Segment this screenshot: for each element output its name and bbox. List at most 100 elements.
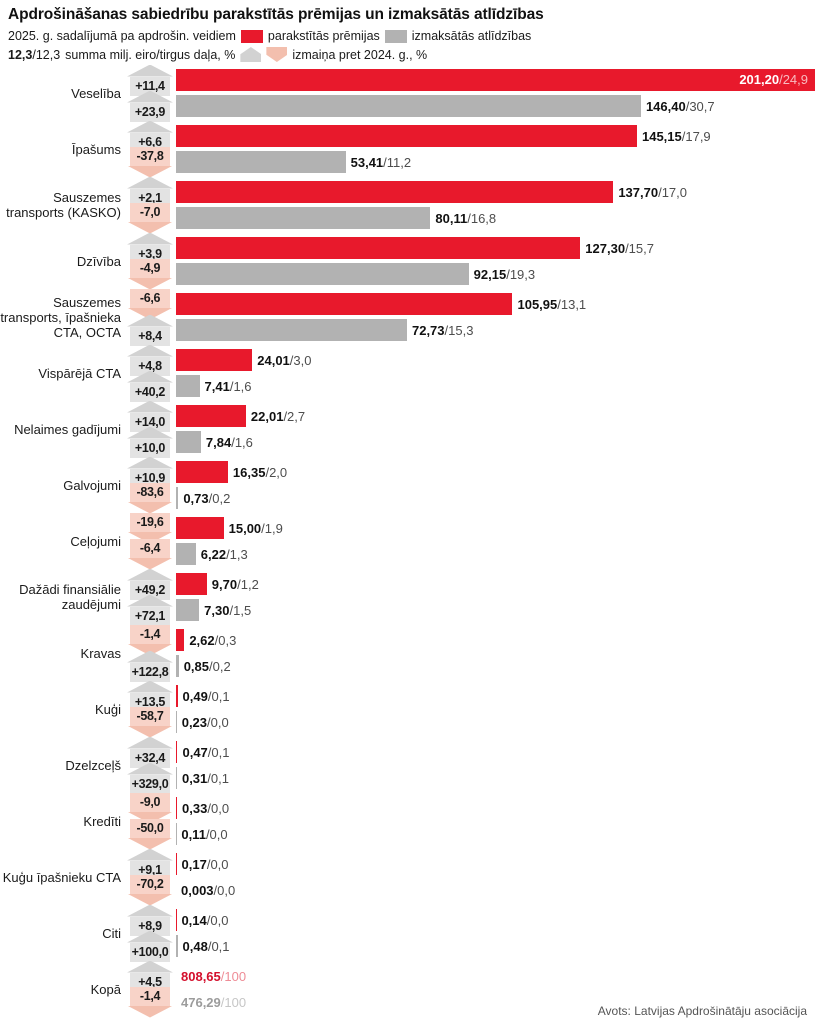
group-rows: +49,2 9,70/1,2 +72,1 7,30/1,5: [127, 568, 815, 626]
bar-amount: 0,17: [181, 856, 207, 872]
chart-group: Sauszemes transports (KASKO) +2,1 137,70/1…: [0, 176, 815, 234]
bar-amount: 92,15: [473, 266, 507, 282]
bar-amount: 0,23: [181, 714, 208, 730]
chart-group: Citi +8,9 0,14/0,0 +100,0 0,48/0,1: [0, 904, 815, 962]
change-badge-up-icon: +329,0: [127, 762, 173, 794]
bar-value-label: 476,29/100: [181, 995, 246, 1010]
change-value: +14,0: [130, 412, 170, 432]
premiums-bar: [176, 461, 228, 483]
bar-value-label: 0,14/0,0: [181, 913, 228, 928]
bar-value-label: 0,49/0,1: [183, 689, 230, 704]
claims-row: -58,7 0,23/0,0: [127, 706, 815, 738]
bar-share: /0,0: [213, 882, 236, 898]
bar-share: /19,3: [506, 266, 536, 282]
change-value: -19,6: [130, 512, 170, 532]
bar-amount: 2,62: [189, 632, 215, 648]
premiums-bar: [176, 629, 185, 651]
chart-group: Veselība +11,4 201,20/24,9 +23,9 146,40/30,7: [0, 64, 815, 122]
premiums-row: +4,5 808,65/100: [127, 960, 815, 992]
claims-bar: [176, 655, 179, 677]
group-rows: +6,6 145,15/17,9 -37,8 53,41/11,2: [127, 120, 815, 178]
source-note: Avots: Latvijas Apdrošinātāju asociācija: [597, 1004, 807, 1018]
bar-share: /16,8: [467, 210, 497, 226]
group-rows: +10,9 16,35/2,0 -83,6 0,73/0,2: [127, 456, 815, 514]
bar-area: 127,30/15,7: [176, 237, 815, 259]
bar-area: 137,70/17,0: [176, 181, 815, 203]
change-badge-down-icon: -1,4: [127, 986, 173, 1018]
premiums-row: +10,9 16,35/2,0: [127, 456, 815, 488]
bar-value-label: 7,41/1,6: [205, 379, 252, 394]
change-value: +8,4: [130, 326, 170, 346]
change-badge-down-icon: -7,0: [127, 202, 173, 234]
legend-claims-label: izmaksātās atlīdzības: [411, 29, 532, 43]
bar-value-label: 0,47/0,1: [182, 745, 229, 760]
change-value: -1,4: [130, 624, 170, 644]
key-example: 12,3/12,3: [8, 48, 60, 62]
change-badge-up-icon: +8,4: [127, 314, 173, 346]
bar-area: 0,003/0,0: [176, 879, 815, 901]
bar-area: 0,17/0,0: [176, 853, 815, 875]
claims-row: -50,0 0,11/0,0: [127, 818, 815, 850]
bar-value-label: 146,40/30,7: [646, 99, 715, 114]
chart-group: Kopā +4,5 808,65/100 -1,4 476,29/100: [0, 960, 815, 1018]
legend-premiums-label: parakstītās prēmijas: [267, 29, 380, 43]
claims-row: +8,4 72,73/15,3: [127, 314, 815, 346]
change-key-label: izmaiņa pret 2024. g., %: [292, 47, 428, 62]
group-rows: -9,0 0,33/0,0 -50,0 0,11/0,0: [127, 792, 815, 850]
bar-share: /1,6: [231, 434, 253, 450]
bar-value-label: 6,22/1,3: [201, 547, 248, 562]
bar-share: /0,0: [207, 800, 230, 816]
group-rows: +8,9 0,14/0,0 +100,0 0,48/0,1: [127, 904, 815, 962]
bar-area: 80,11/16,8: [176, 207, 815, 229]
bar-amount: 22,01: [250, 408, 284, 424]
category-label: Kuģi: [94, 701, 121, 717]
bar-value-label: 16,35/2,0: [233, 465, 287, 480]
bar-amount: 9,70: [211, 576, 238, 592]
claims-row: +100,0 0,48/0,1: [127, 930, 815, 962]
bar-area: 105,95/13,1: [176, 293, 815, 315]
premiums-bar: [176, 293, 513, 315]
arrow-head-icon: [127, 426, 173, 439]
bar-amount: 0,31: [181, 770, 208, 786]
arrow-head-icon: [127, 232, 173, 245]
arrow-head-icon: [127, 90, 173, 103]
bar-area: 201,20/24,9: [176, 69, 815, 91]
change-value: -70,2: [130, 874, 170, 894]
claims-bar: [176, 95, 641, 117]
claims-row: -7,0 80,11/16,8: [127, 202, 815, 234]
bar-share: /1,5: [229, 602, 252, 618]
change-badge-up-icon: +14,0: [127, 400, 173, 432]
bar-value-label: 7,84/1,6: [206, 435, 253, 450]
change-badge-down-icon: -6,4: [127, 538, 173, 570]
bar-amount: 0,49: [182, 688, 208, 704]
chart-group: Kuģi +13,5 0,49/0,1 -58,7 0,23/0,0: [0, 680, 815, 738]
category-label: Dažādi finansiālie zaudējumi: [19, 582, 121, 612]
group-rows: +11,4 201,20/24,9 +23,9 146,40/30,7: [127, 64, 815, 122]
group-rows: +9,1 0,17/0,0 -70,2 0,003/0,0: [127, 848, 815, 906]
change-badge-up-icon: +40,2: [127, 370, 173, 402]
premiums-row: -6,6 105,95/13,1: [127, 288, 815, 320]
bar-value-label: 0,85/0,2: [184, 659, 231, 674]
bar-share: /1,6: [229, 378, 252, 394]
group-rows: +2,1 137,70/17,0 -7,0 80,11/16,8: [127, 176, 815, 234]
change-badge-up-icon: +8,9: [127, 904, 173, 936]
bar-area: 6,22/1,3: [176, 543, 815, 565]
premiums-row: +32,4 0,47/0,1: [127, 736, 815, 768]
premiums-legend-swatch-icon: [240, 29, 263, 43]
bar-value-label: 0,48/0,1: [183, 939, 230, 954]
arrow-head-icon: [127, 314, 173, 327]
bar-value-label: 0,73/0,2: [183, 491, 230, 506]
change-badge-up-icon: +100,0: [127, 930, 173, 962]
bar-area: 22,01/2,7: [176, 405, 815, 427]
chart-group: Kuģu īpašnieku CTA +9,1 0,17/0,0 -70,2 0,003…: [0, 848, 815, 906]
bar-value-label: 0,33/0,0: [182, 801, 229, 816]
arrow-head-icon: [127, 762, 173, 775]
bar-share: /0,0: [206, 912, 229, 928]
bar-amount: 80,11: [435, 210, 468, 226]
bar-share: /100: [220, 968, 247, 984]
legend-row: 2025. g. sadalījumā pa apdrošin. veidiem…: [8, 29, 807, 43]
bar-value-label: 137,70/17,0: [618, 185, 687, 200]
category-label: Nelaimes gadījumi: [14, 421, 121, 437]
chart-header: Apdrošināšanas sabiedrību parakstītās pr…: [0, 0, 815, 62]
premiums-row: +13,5 0,49/0,1: [127, 680, 815, 712]
